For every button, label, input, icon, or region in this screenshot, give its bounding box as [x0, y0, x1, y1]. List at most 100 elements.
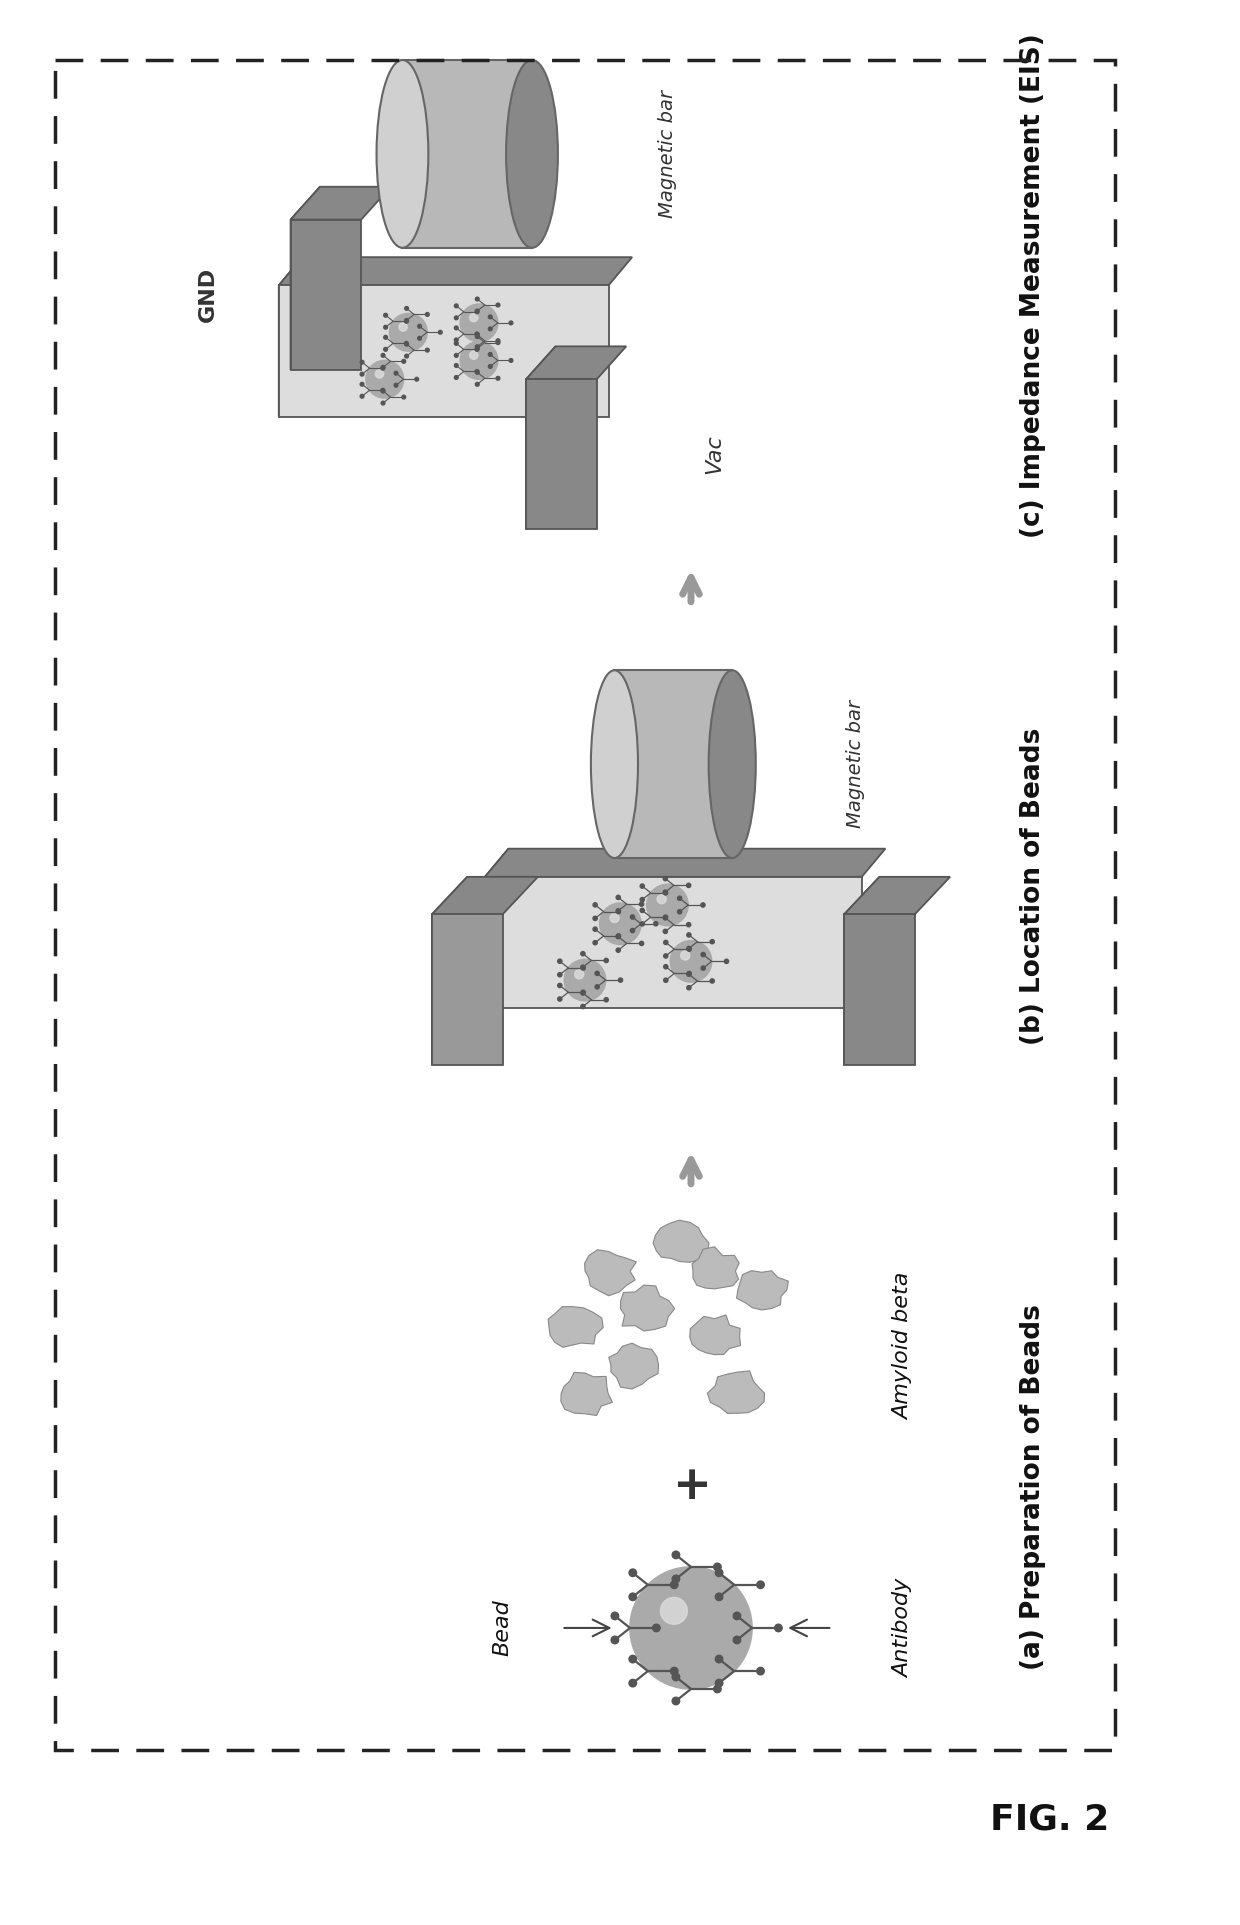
Circle shape: [630, 1567, 751, 1688]
Polygon shape: [290, 219, 361, 370]
Circle shape: [640, 897, 645, 901]
Circle shape: [580, 964, 585, 970]
Circle shape: [671, 941, 712, 982]
Circle shape: [619, 978, 622, 982]
Circle shape: [640, 903, 644, 907]
Circle shape: [580, 991, 585, 995]
Circle shape: [510, 358, 513, 362]
Circle shape: [470, 314, 477, 321]
Polygon shape: [689, 1315, 740, 1355]
Circle shape: [616, 909, 620, 912]
Circle shape: [672, 1673, 680, 1681]
Text: (c) Impedance Measurement (EIS): (c) Impedance Measurement (EIS): [1019, 33, 1045, 537]
Circle shape: [616, 949, 620, 953]
Circle shape: [595, 972, 599, 976]
Circle shape: [715, 1594, 723, 1600]
Circle shape: [496, 339, 500, 343]
Bar: [615, 670, 733, 859]
Text: FIG. 2: FIG. 2: [991, 1804, 1110, 1836]
Polygon shape: [526, 346, 626, 379]
Circle shape: [616, 934, 620, 939]
Circle shape: [381, 389, 384, 393]
Polygon shape: [653, 1220, 709, 1263]
Circle shape: [672, 1575, 680, 1582]
Circle shape: [593, 941, 598, 945]
Circle shape: [475, 383, 479, 387]
Circle shape: [647, 884, 688, 926]
Circle shape: [629, 1569, 636, 1577]
Circle shape: [383, 335, 387, 339]
Circle shape: [582, 966, 585, 970]
Polygon shape: [290, 187, 391, 219]
Circle shape: [687, 986, 691, 989]
Polygon shape: [620, 1286, 675, 1330]
Bar: [403, 60, 532, 248]
Circle shape: [715, 1656, 723, 1663]
Circle shape: [383, 346, 387, 350]
Circle shape: [475, 310, 479, 314]
Circle shape: [663, 914, 667, 920]
Circle shape: [715, 1679, 723, 1686]
Circle shape: [360, 383, 363, 387]
Circle shape: [475, 296, 479, 300]
Ellipse shape: [709, 670, 755, 859]
Circle shape: [593, 928, 598, 932]
Polygon shape: [707, 1371, 765, 1413]
Text: Amyloid beta: Amyloid beta: [893, 1272, 913, 1421]
Polygon shape: [432, 876, 538, 914]
Circle shape: [714, 1684, 722, 1692]
Circle shape: [475, 333, 479, 337]
Circle shape: [701, 966, 706, 970]
Polygon shape: [609, 1344, 658, 1390]
Circle shape: [663, 939, 668, 945]
Circle shape: [394, 372, 398, 375]
Circle shape: [616, 895, 620, 899]
Circle shape: [383, 325, 387, 329]
Circle shape: [454, 339, 458, 343]
Circle shape: [404, 341, 408, 345]
Circle shape: [616, 934, 620, 937]
Text: Bead: Bead: [492, 1600, 512, 1656]
Circle shape: [653, 922, 658, 926]
Text: (b) Location of Beads: (b) Location of Beads: [1019, 728, 1045, 1045]
Circle shape: [593, 903, 598, 907]
Polygon shape: [279, 258, 632, 285]
Circle shape: [687, 972, 691, 976]
Polygon shape: [279, 258, 303, 418]
Circle shape: [687, 947, 691, 951]
Circle shape: [687, 947, 691, 951]
Circle shape: [604, 997, 609, 1001]
Circle shape: [677, 897, 682, 901]
Circle shape: [611, 1636, 619, 1644]
Circle shape: [475, 310, 479, 314]
Circle shape: [510, 321, 513, 325]
Circle shape: [404, 354, 408, 358]
Ellipse shape: [506, 60, 558, 248]
Circle shape: [381, 400, 384, 404]
Circle shape: [402, 360, 405, 364]
Circle shape: [454, 341, 458, 345]
Polygon shape: [485, 849, 508, 1009]
Circle shape: [381, 366, 384, 370]
Circle shape: [663, 916, 667, 920]
Circle shape: [657, 895, 666, 903]
Circle shape: [389, 314, 427, 350]
Circle shape: [394, 383, 398, 387]
Polygon shape: [737, 1270, 789, 1309]
Circle shape: [496, 377, 500, 379]
Circle shape: [652, 1625, 660, 1632]
Circle shape: [687, 934, 691, 937]
Polygon shape: [844, 876, 879, 1065]
Polygon shape: [526, 346, 556, 529]
Circle shape: [711, 939, 714, 943]
Polygon shape: [844, 914, 915, 1065]
Circle shape: [714, 1563, 722, 1571]
Circle shape: [687, 972, 691, 976]
Circle shape: [756, 1580, 764, 1588]
Text: Vac: Vac: [704, 435, 724, 474]
Circle shape: [582, 989, 585, 995]
Circle shape: [663, 889, 667, 895]
Circle shape: [681, 951, 689, 961]
Polygon shape: [692, 1247, 739, 1290]
Circle shape: [404, 343, 408, 346]
